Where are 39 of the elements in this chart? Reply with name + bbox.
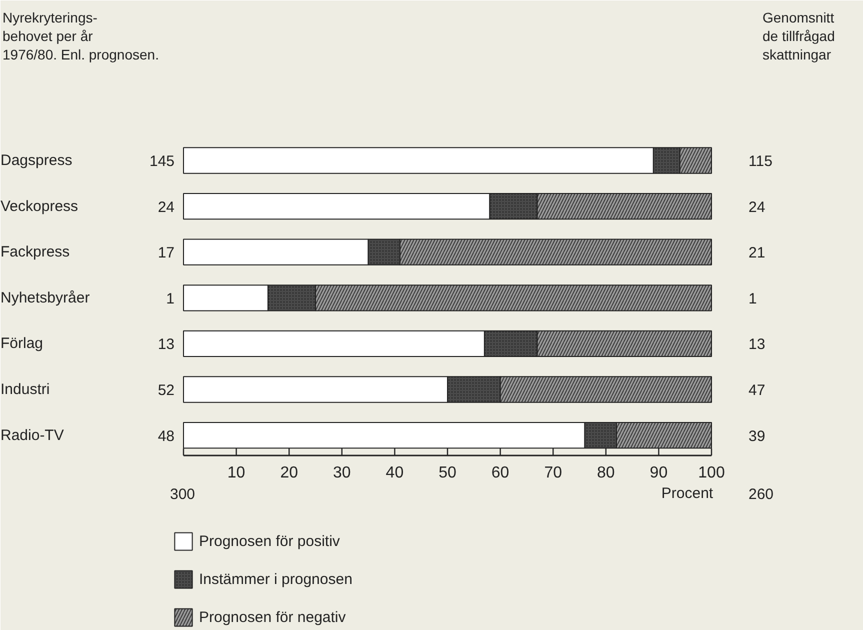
text: 260 (748, 486, 774, 503)
text: 24 (748, 198, 766, 216)
x-tick-label: 90 (650, 464, 668, 482)
x-tick-label: 30 (333, 464, 351, 482)
text: 24 (158, 198, 175, 216)
text: 39 (748, 428, 766, 445)
text: Genomsnitt de tillfrågad skattningar (762, 10, 835, 62)
x-tick-label: 20 (280, 464, 298, 482)
text: 115 (748, 153, 772, 170)
text: 1 (166, 290, 174, 308)
text: 13 (748, 336, 766, 354)
text: 52 (158, 382, 175, 399)
x-axis-title: Procent (661, 485, 714, 502)
text: 17 (158, 244, 175, 262)
y-tick-label: Förlag (0, 335, 44, 352)
text: Nyrekryterings- behovet per år 1976/80. Enl. prognosen. (2, 10, 159, 62)
text: 145 (149, 153, 175, 170)
legend-label: Instämmer i prognosen (199, 570, 352, 588)
y-tick-label: Industri (0, 381, 50, 398)
x-tick-label: 100 (698, 464, 725, 482)
y-tick-label: Radio-TV (0, 426, 64, 444)
y-tick-label: Veckopress (0, 198, 78, 215)
x-tick-label: 10 (227, 464, 246, 482)
x-tick-label: 50 (438, 464, 456, 482)
text: 48 (158, 428, 175, 445)
text: 47 (748, 382, 766, 399)
x-tick-label: 40 (386, 464, 404, 482)
legend-label: Prognosen för positiv (199, 532, 340, 550)
text: 300 (170, 486, 196, 503)
text: 13 (158, 336, 175, 354)
x-tick-label: 70 (544, 464, 562, 482)
legend-label: Prognosen för negativ (199, 608, 346, 626)
y-tick-label: Fackpress (0, 244, 70, 261)
text: 1 (748, 290, 757, 308)
y-tick-label: Dagspress (0, 152, 72, 169)
text: 21 (748, 244, 766, 262)
x-tick-label: 60 (491, 464, 510, 482)
x-tick-label: 80 (597, 464, 615, 482)
y-tick-label: Nyhetsbyråer (0, 289, 90, 306)
